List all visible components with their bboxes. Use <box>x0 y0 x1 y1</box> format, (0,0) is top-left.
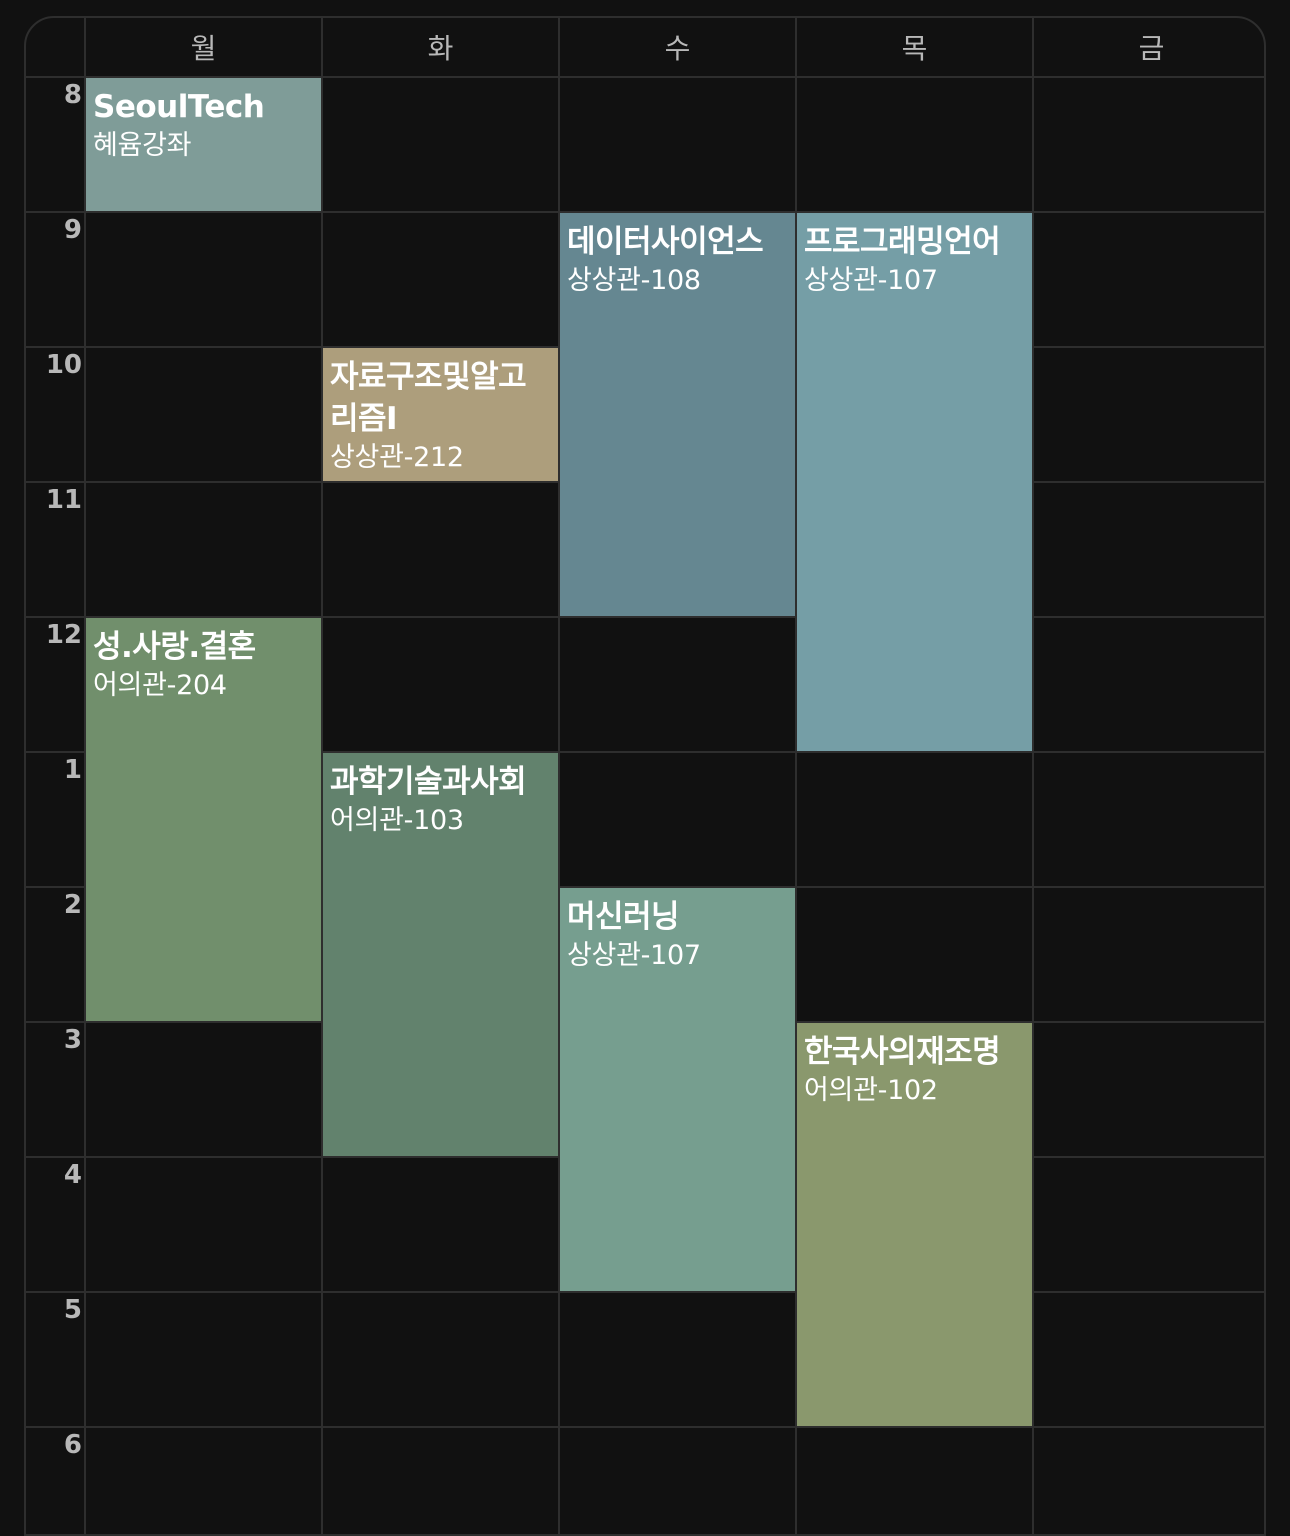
day-header-mon: 월 <box>190 32 217 65</box>
hour-label: 8 <box>63 80 82 110</box>
course-room: 상상관-212 <box>330 442 464 473</box>
day-header-wed: 수 <box>664 32 691 65</box>
course-name: 과학기술과사회 <box>330 764 527 800</box>
course-block-seoultech[interactable]: SeoulTech 혜윰강좌 <box>86 78 321 211</box>
course-room: 어의관-102 <box>804 1075 938 1106</box>
grid-line <box>84 18 86 1534</box>
course-block-data-science[interactable]: 데이터사이언스 상상관-108 <box>560 213 795 616</box>
grid-line <box>321 18 323 1534</box>
grid-line <box>26 1426 1264 1428</box>
hour-label: 2 <box>63 890 82 920</box>
grid-line <box>558 18 560 1534</box>
hour-label: 10 <box>45 350 82 380</box>
day-header-tue: 화 <box>427 32 454 65</box>
grid-line <box>26 211 1264 213</box>
course-name: 성.사랑.결혼 <box>93 629 256 665</box>
course-name: 프로그래밍언어 <box>804 224 1001 260</box>
grid-line <box>26 886 1264 888</box>
grid-line <box>26 76 1264 78</box>
course-name: 머신러닝 <box>567 899 680 935</box>
course-name: SeoulTech <box>93 89 265 125</box>
course-block-programming-languages[interactable]: 프로그래밍언어 상상관-107 <box>797 213 1032 751</box>
course-room: 상상관-107 <box>804 265 938 296</box>
course-block-data-structures[interactable]: 자료구조및알고리즘I 상상관-212 <box>323 348 558 481</box>
course-room: 혜윰강좌 <box>93 130 192 161</box>
hour-label: 6 <box>63 1430 82 1460</box>
grid-line <box>26 616 1264 618</box>
hour-label: 12 <box>45 620 82 650</box>
course-block-sex-love-marriage[interactable]: 성.사랑.결혼 어의관-204 <box>86 618 321 1021</box>
timetable: 월 화 수 목 금 8 9 10 11 12 1 2 3 4 5 6 Seoul… <box>24 16 1266 1536</box>
hour-label: 4 <box>63 1160 82 1190</box>
hour-label: 5 <box>63 1295 82 1325</box>
course-name: 한국사의재조명 <box>804 1034 1001 1070</box>
hour-label: 9 <box>63 215 82 245</box>
course-room: 상상관-107 <box>567 940 701 971</box>
grid-line <box>26 751 1264 753</box>
course-room: 어의관-103 <box>330 805 464 836</box>
day-header-thu: 목 <box>901 32 928 65</box>
course-block-science-technology-society[interactable]: 과학기술과사회 어의관-103 <box>323 753 558 1156</box>
course-block-korean-history[interactable]: 한국사의재조명 어의관-102 <box>797 1023 1032 1426</box>
hour-label: 1 <box>63 755 82 785</box>
course-name: 데이터사이언스 <box>567 224 764 260</box>
grid-line <box>795 18 797 1534</box>
grid-line <box>26 1291 1264 1293</box>
course-room: 상상관-108 <box>567 265 701 296</box>
hour-label: 11 <box>45 485 82 515</box>
course-room: 어의관-204 <box>93 670 227 701</box>
course-name: 자료구조및알고리즘I <box>330 359 527 437</box>
day-header-fri: 금 <box>1138 32 1165 65</box>
course-block-machine-learning[interactable]: 머신러닝 상상관-107 <box>560 888 795 1291</box>
grid-line <box>1032 18 1034 1534</box>
hour-label: 3 <box>63 1025 82 1055</box>
